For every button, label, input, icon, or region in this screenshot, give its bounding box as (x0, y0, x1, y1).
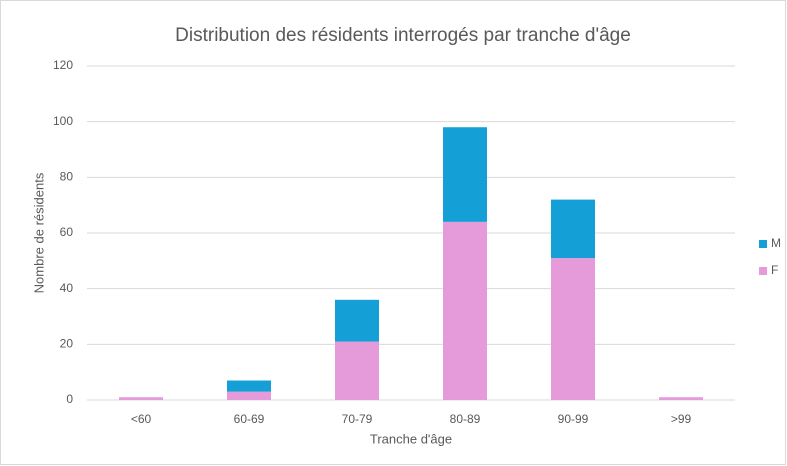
bar-segment (659, 397, 703, 400)
bar-segment (119, 397, 163, 400)
y-tick-label: 20 (60, 337, 74, 351)
legend-label: F (771, 263, 778, 277)
x-tick-label: 80-89 (450, 412, 481, 426)
x-tick-label: <60 (131, 412, 152, 426)
bar-segment (551, 199, 595, 259)
x-axis-label: Tranche d'âge (370, 431, 452, 446)
legend-swatch (759, 267, 767, 275)
y-tick-label: 80 (60, 170, 74, 184)
chart-title: Distribution des résidents interrogés pa… (175, 25, 631, 46)
bar-segment (443, 127, 487, 222)
y-tick-label: 40 (60, 281, 74, 295)
x-tick-label: 70-79 (342, 412, 373, 426)
x-tick-label: >99 (671, 412, 692, 426)
bar-segment (443, 221, 487, 400)
x-tick-label: 60-69 (234, 412, 265, 426)
y-tick-label: 100 (53, 114, 73, 128)
bar-segment (227, 380, 271, 392)
y-tick-label: 0 (66, 392, 73, 406)
x-tick-label: 90-99 (558, 412, 589, 426)
bar-segment (335, 341, 379, 400)
legend-label: M (771, 236, 781, 250)
bar-segment (551, 258, 595, 400)
y-tick-label: 120 (53, 58, 73, 72)
legend-swatch (759, 240, 767, 248)
bar-segment (227, 391, 271, 400)
y-tick-label: 60 (60, 225, 74, 239)
y-axis-label: Nombre de résidents (31, 172, 46, 293)
bar-segment (335, 299, 379, 342)
